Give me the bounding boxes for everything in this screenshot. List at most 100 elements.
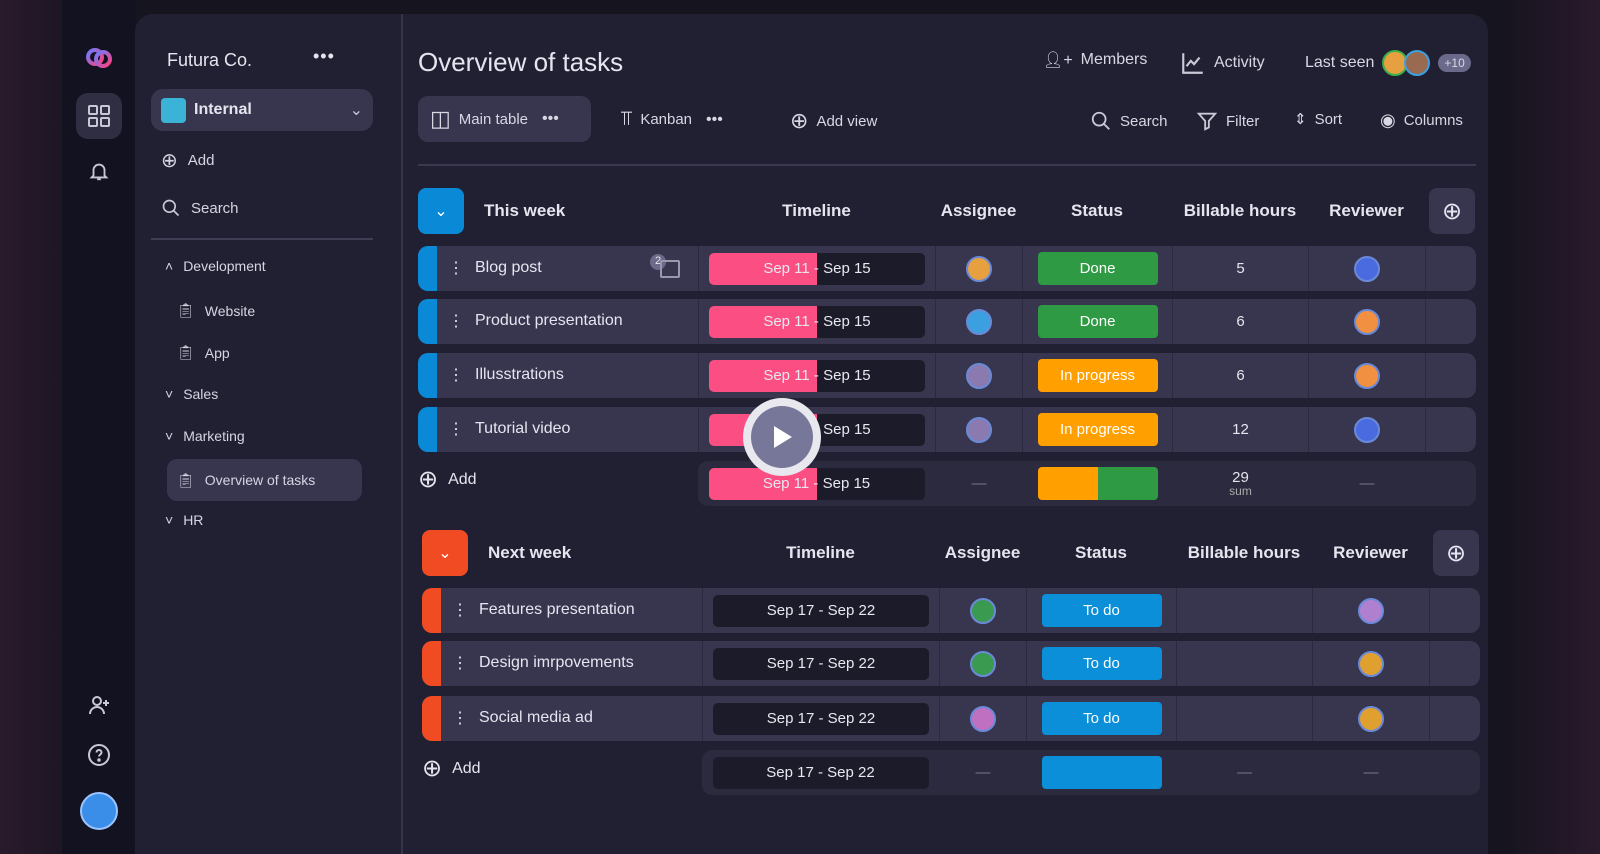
activity-button[interactable]: Activity <box>1180 50 1265 76</box>
column-header[interactable]: Assignee <box>944 543 1021 562</box>
project-selector[interactable]: Internal ⌄ <box>151 89 373 131</box>
status-badge[interactable]: To do <box>1041 594 1162 627</box>
billable-hours-cell[interactable]: 5 <box>1172 246 1308 291</box>
task-name[interactable]: Product presentation <box>475 312 623 329</box>
billable-hours-cell[interactable] <box>1176 696 1312 741</box>
dashboard-grid-icon[interactable] <box>76 93 122 139</box>
assignee-avatar[interactable] <box>966 308 992 335</box>
column-header[interactable]: Status <box>1075 543 1127 562</box>
assignee-cell[interactable] <box>935 299 1022 344</box>
row-menu-icon[interactable]: ⋮ <box>448 367 464 384</box>
task-name[interactable]: Tutorial video <box>475 420 571 437</box>
reviewer-avatar[interactable] <box>1354 255 1380 282</box>
table-row[interactable]: ⋮ Design imrpovements Sep 17 - Sep 22 To… <box>422 641 1480 686</box>
row-menu-icon[interactable]: ⋮ <box>452 710 468 727</box>
status-cell[interactable]: Done <box>1022 299 1172 344</box>
assignee-cell[interactable] <box>939 588 1026 633</box>
assignee-cell[interactable] <box>939 641 1026 686</box>
column-header[interactable]: Assignee <box>940 201 1017 220</box>
avatar[interactable] <box>1404 50 1431 76</box>
columns-button[interactable]: ◉ Columns <box>1380 110 1463 131</box>
billable-hours-cell[interactable]: 12 <box>1172 407 1308 452</box>
column-header[interactable]: Reviewer <box>1329 201 1404 220</box>
tree-item-overview-of-tasks[interactable]: 📋︎ Overview of tasks <box>167 459 362 501</box>
timeline-range[interactable]: Sep 11 - Sep 15 <box>709 359 925 392</box>
more-icon[interactable]: ••• <box>542 110 559 127</box>
column-header[interactable]: Reviewer <box>1333 543 1408 562</box>
row-menu-icon[interactable]: ⋮ <box>452 655 468 672</box>
assignee-cell[interactable] <box>935 246 1022 291</box>
invite-user-icon[interactable] <box>76 682 122 728</box>
collapse-group-button[interactable]: ⌄ <box>422 530 468 576</box>
status-cell[interactable]: In progress <box>1022 353 1172 398</box>
table-row[interactable]: ⋮ Blog post 2 Sep 11 - Sep 15 Done 5 <box>418 246 1476 291</box>
table-row[interactable]: ⋮ Illusstrations Sep 11 - Sep 15 In prog… <box>418 353 1476 398</box>
status-badge[interactable]: Done <box>1037 252 1158 285</box>
bell-icon[interactable] <box>76 148 122 194</box>
column-header[interactable]: Billable hours <box>1187 543 1301 562</box>
table-row[interactable]: ⋮ Product presentation Sep 11 - Sep 15 D… <box>418 299 1476 344</box>
task-name[interactable]: Social media ad <box>479 709 593 726</box>
workspace-more-icon[interactable]: ••• <box>313 46 335 66</box>
column-header[interactable]: Billable hours <box>1183 201 1297 220</box>
task-name[interactable]: Features presentation <box>479 601 635 618</box>
video-play-button[interactable] <box>743 398 821 476</box>
assignee-cell[interactable] <box>935 407 1022 452</box>
status-badge[interactable]: In progress <box>1037 359 1158 392</box>
tree-item-website[interactable]: 📋︎ Website <box>177 302 255 319</box>
status-badge[interactable]: Done <box>1037 305 1158 338</box>
timeline-range[interactable]: Sep 11 - Sep 15 <box>709 305 925 338</box>
billable-hours-cell[interactable]: 6 <box>1172 299 1308 344</box>
status-cell[interactable]: To do <box>1026 641 1176 686</box>
tab-main-table[interactable]: ◫ Main table ••• <box>418 96 591 142</box>
assignee-avatar[interactable] <box>970 705 996 732</box>
sidebar-add[interactable]: ⊕ Add <box>161 148 214 173</box>
billable-hours-cell[interactable] <box>1176 641 1312 686</box>
billable-hours-cell[interactable] <box>1176 588 1312 633</box>
timeline-range[interactable]: Sep 17 - Sep 22 <box>713 594 929 627</box>
tree-item-marketing[interactable]: ˅ Marketing <box>165 428 245 444</box>
tree-item-hr[interactable]: ˅ HR <box>165 512 203 528</box>
user-avatar[interactable] <box>76 788 122 834</box>
filter-button[interactable]: Filter <box>1196 110 1259 132</box>
more-members-badge[interactable]: +10 <box>1438 54 1471 72</box>
table-row[interactable]: ⋮ Features presentation Sep 17 - Sep 22 … <box>422 588 1480 633</box>
task-name[interactable]: Blog post <box>475 259 542 276</box>
reviewer-cell[interactable] <box>1312 641 1429 686</box>
status-badge[interactable]: In progress <box>1037 413 1158 446</box>
reviewer-avatar[interactable] <box>1358 650 1384 677</box>
members-button[interactable]: 👤︎+ Members <box>1043 50 1147 70</box>
row-menu-icon[interactable]: ⋮ <box>448 313 464 330</box>
status-cell[interactable]: To do <box>1026 696 1176 741</box>
more-icon[interactable]: ••• <box>706 110 723 128</box>
assignee-cell[interactable] <box>935 353 1022 398</box>
status-cell[interactable]: To do <box>1026 588 1176 633</box>
comment-icon[interactable]: 2 <box>650 254 681 278</box>
table-row[interactable]: ⋮ Social media ad Sep 17 - Sep 22 To do <box>422 696 1480 741</box>
add-column-button[interactable]: ⊕ <box>1429 188 1475 234</box>
add-view-button[interactable]: ⊕ Add view <box>790 108 877 134</box>
task-name[interactable]: Illusstrations <box>475 366 564 383</box>
billable-hours-cell[interactable]: 6 <box>1172 353 1308 398</box>
search-button[interactable]: Search <box>1090 110 1168 132</box>
reviewer-avatar[interactable] <box>1354 416 1380 443</box>
reviewer-cell[interactable] <box>1308 246 1425 291</box>
task-name[interactable]: Design imrpovements <box>479 654 634 671</box>
status-cell[interactable]: In progress <box>1022 407 1172 452</box>
reviewer-avatar[interactable] <box>1354 362 1380 389</box>
help-icon[interactable] <box>76 732 122 778</box>
timeline-range[interactable]: Sep 17 - Sep 22 <box>713 702 929 735</box>
status-badge[interactable]: To do <box>1041 702 1162 735</box>
add-task-button[interactable]: ⊕ Add <box>422 754 481 783</box>
sort-button[interactable]: ⇕ Sort <box>1294 110 1342 129</box>
status-badge[interactable]: To do <box>1041 647 1162 680</box>
column-header[interactable]: Timeline <box>782 201 851 220</box>
add-task-button[interactable]: ⊕ Add <box>418 465 477 494</box>
assignee-avatar[interactable] <box>966 255 992 282</box>
column-header[interactable]: Timeline <box>786 543 855 562</box>
tree-item-sales[interactable]: ˅ Sales <box>165 386 218 402</box>
reviewer-cell[interactable] <box>1312 696 1429 741</box>
assignee-avatar[interactable] <box>966 362 992 389</box>
reviewer-cell[interactable] <box>1308 353 1425 398</box>
column-header[interactable]: Status <box>1071 201 1123 220</box>
